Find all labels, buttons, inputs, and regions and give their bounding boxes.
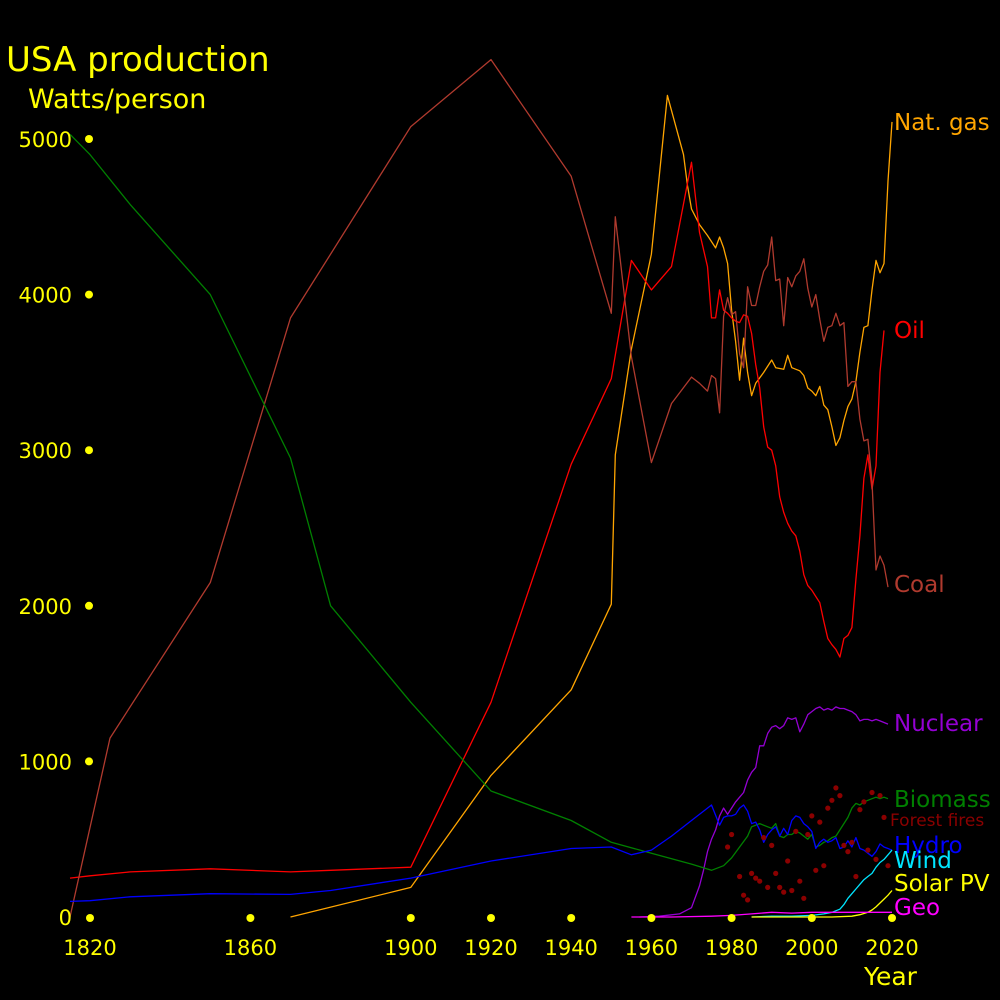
forest-fires-point [737,873,743,880]
forest-fires-point [809,813,815,819]
nat-gas-label: Nat. gas [894,110,990,136]
x-tick-label: 1980 [705,936,758,960]
forest-fires-point [773,870,779,877]
x-tick-label: 1940 [544,936,597,960]
scatter-layer [725,785,891,903]
y-tick-dot [85,757,93,766]
hydro-label: Hydro [894,833,963,859]
forest-fires-point [777,884,783,891]
chart-subtitle: Watts/person [28,84,206,115]
forest-fires-point [805,831,811,838]
coal-label: Coal [894,572,945,598]
nuclear-label: Nuclear [894,711,983,737]
forest-fires-point [741,892,747,898]
coal-line [69,58,889,918]
x-tick-label: 2020 [865,936,918,960]
y-tick-dot [85,601,93,610]
y-tick-dot [85,135,93,143]
forest-fires-point [793,828,799,835]
x-axis-label: Year [863,962,918,991]
y-tick-label: 4000 [19,284,72,308]
forest-fires-point [821,863,827,869]
forest-fires-point [769,842,775,849]
x-tick-dot [567,914,576,922]
y-tick-label: 2000 [19,595,72,619]
series-label-layer: Nat. gas Oil Coal Nuclear Biomass HydroWindSo… [890,110,991,921]
oil-label: Oil [894,318,925,344]
x-tick-label: 1960 [625,936,678,960]
y-tick-dot [85,446,93,455]
solar-pv-label: Solar PV [894,871,990,897]
forest-fires-point [857,807,863,813]
forest-fires-point [881,814,887,821]
x-tick-label: 2000 [785,936,838,960]
x-tick-label: 1900 [384,936,437,960]
forest-fires-point [833,785,839,791]
x-tick-dot [406,914,415,922]
forest-fires-point [785,858,791,864]
x-tick-dot [727,914,736,922]
forest-fires-point [873,856,879,863]
forest-fires-point [765,884,771,891]
forest-fires-point [753,875,759,881]
x-tick-dot [86,914,94,922]
forest-fires-point [841,842,847,849]
forest-fires-point [877,793,883,799]
wind-label: Wind [894,848,952,874]
forest-fires-point [861,799,867,805]
series-layer [69,58,893,918]
forest-fires-point [817,819,823,825]
y-tick-dot [85,290,93,299]
nuclear-line [639,706,889,918]
x-tick-dot [246,914,255,922]
forest-fires-point [829,797,835,803]
forest-fires-point [781,889,787,895]
oil-line [69,161,885,879]
y-tick-label: 5000 [19,128,72,152]
forest-fires-point [813,867,819,873]
x-tick-dot [647,914,656,922]
forest-fires-point [837,793,843,799]
biomass-label: Biomass [894,787,991,813]
forest-fires-point [865,847,871,853]
forest-fires-point [745,897,751,903]
forest-fires-point [845,849,851,855]
forest-fires-point [869,789,875,796]
forest-fires-point [789,887,795,894]
biomass-line [69,133,889,871]
x-tick-label: 1820 [63,936,116,960]
axis-layer: 0 1000 2000 3000 4000 5000 1820 1860 1900 1920 194… [19,128,919,960]
forest-fires-point [797,878,803,884]
forest-fires-point [849,839,855,845]
forest-fires-label: Forest fires [890,811,984,831]
forest-fires-point [757,878,763,884]
x-tick-dot [487,914,495,922]
forest-fires-point [885,863,891,869]
forest-fires-point [801,895,807,901]
forest-fires-point [761,835,767,841]
forest-fires-point [729,831,735,838]
y-tick-label: 0 [59,906,72,930]
solar-pv-line [751,890,893,918]
forest-fires-point [825,805,831,811]
x-tick-label: 1920 [464,936,517,960]
forest-fires-point [853,873,859,880]
x-tick-dot [807,914,816,922]
geo-label: Geo [894,895,940,921]
x-tick-dot [888,914,896,922]
y-tick-label: 1000 [19,750,72,774]
x-tick-label: 1860 [224,936,277,960]
forest-fires-point [749,870,755,877]
chart-title: USA production [6,40,270,80]
y-tick-label: 3000 [19,439,72,463]
forest-fires-point [725,844,731,850]
geo-line [631,911,892,918]
